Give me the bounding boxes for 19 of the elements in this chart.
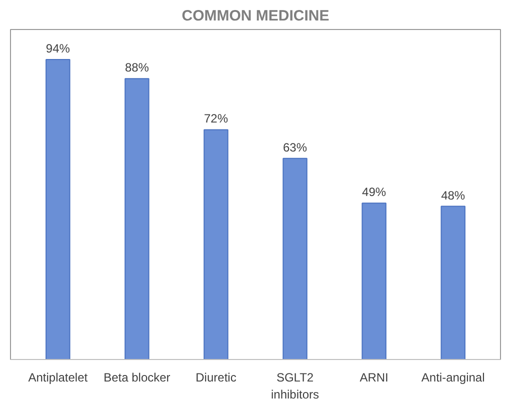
x-tick-label: ARNI (360, 370, 388, 384)
bar (124, 78, 150, 360)
x-tick-label: Antiplatelet (28, 370, 88, 384)
bar (204, 129, 228, 360)
x-tick-label: Beta blocker (104, 370, 170, 384)
chart-title: COMMON MEDICINE (182, 8, 330, 24)
data-label: 48% (441, 188, 466, 202)
x-tick-label: Diuretic (196, 370, 236, 384)
data-label: 49% (362, 185, 386, 200)
bar (362, 202, 386, 360)
bar (440, 206, 466, 360)
data-label: 88% (124, 60, 150, 75)
data-label: 94% (46, 42, 70, 56)
data-label: 63% (283, 140, 308, 154)
x-tick-label: SGLT2 inhibitors (271, 370, 320, 402)
data-label: 72% (204, 112, 228, 126)
bar (282, 158, 308, 360)
bar (46, 59, 70, 360)
x-tick-label: Anti-anginal (421, 370, 485, 384)
